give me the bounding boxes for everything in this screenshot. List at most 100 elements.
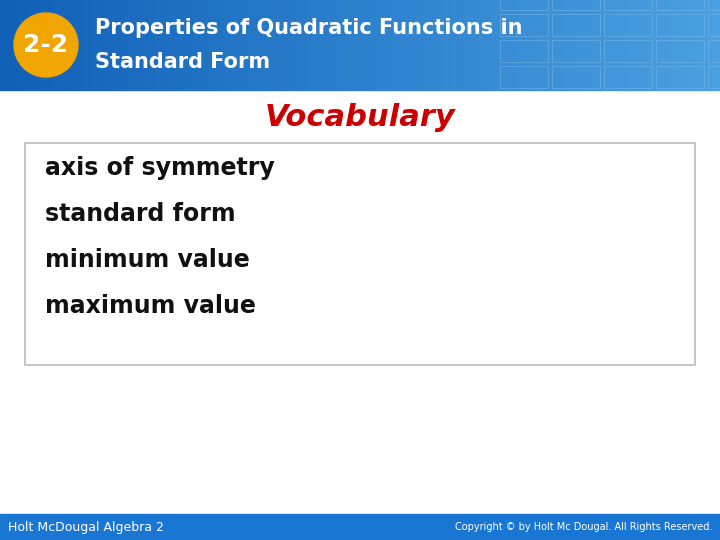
Text: axis of symmetry: axis of symmetry <box>45 156 275 180</box>
Bar <box>617 0 619 90</box>
Bar <box>367 0 369 90</box>
Bar <box>711 0 713 90</box>
Bar <box>513 0 516 90</box>
Bar <box>629 0 631 90</box>
Bar <box>295 0 297 90</box>
Bar <box>194 0 197 90</box>
Bar <box>166 0 168 90</box>
Bar <box>302 0 305 90</box>
Bar <box>171 0 173 90</box>
Bar <box>634 0 636 90</box>
Bar <box>281 0 283 90</box>
Bar <box>221 0 223 90</box>
Bar <box>377 0 379 90</box>
Circle shape <box>14 13 78 77</box>
Bar <box>691 0 693 90</box>
Bar <box>482 0 485 90</box>
Bar <box>533 0 535 90</box>
Bar <box>415 0 418 90</box>
Bar <box>679 0 682 90</box>
Bar <box>89 0 91 90</box>
Bar <box>67 0 70 90</box>
Bar <box>204 0 207 90</box>
Bar <box>653 0 655 90</box>
Bar <box>225 0 228 90</box>
Bar <box>441 0 444 90</box>
Bar <box>500 66 548 88</box>
Bar <box>437 0 439 90</box>
Bar <box>552 0 554 90</box>
Bar <box>297 0 300 90</box>
Bar <box>423 0 425 90</box>
Bar <box>0 514 720 540</box>
Bar <box>250 0 252 90</box>
Bar <box>708 0 711 90</box>
Bar <box>588 0 590 90</box>
Bar <box>660 0 662 90</box>
Bar <box>153 0 156 90</box>
Bar <box>576 0 578 90</box>
Bar <box>387 0 389 90</box>
Bar <box>384 0 387 90</box>
Bar <box>521 0 523 90</box>
Bar <box>538 0 540 90</box>
Bar <box>151 0 153 90</box>
Bar <box>264 0 266 90</box>
Bar <box>675 0 677 90</box>
Bar <box>614 0 617 90</box>
Bar <box>261 0 264 90</box>
Bar <box>656 14 704 36</box>
Bar <box>72 0 74 90</box>
Bar <box>41 0 43 90</box>
Bar <box>355 0 358 90</box>
Bar <box>17 0 19 90</box>
Bar <box>557 0 559 90</box>
Bar <box>336 0 338 90</box>
Bar <box>315 0 317 90</box>
Bar <box>259 0 261 90</box>
Bar <box>490 0 492 90</box>
Bar <box>120 0 122 90</box>
Bar <box>648 0 650 90</box>
Bar <box>211 0 214 90</box>
Bar <box>199 0 202 90</box>
Bar <box>509 0 511 90</box>
Bar <box>266 0 269 90</box>
Bar <box>279 0 281 90</box>
Bar <box>333 0 336 90</box>
Bar <box>485 0 487 90</box>
Bar <box>322 0 324 90</box>
Bar <box>269 0 271 90</box>
Bar <box>305 0 307 90</box>
Bar <box>672 0 675 90</box>
Bar <box>604 0 652 10</box>
Bar <box>135 0 137 90</box>
Bar <box>127 0 130 90</box>
Bar <box>656 40 704 62</box>
Bar <box>502 0 504 90</box>
Bar <box>718 0 720 90</box>
Bar <box>185 0 187 90</box>
Bar <box>218 0 221 90</box>
Bar <box>22 0 24 90</box>
Bar <box>603 0 605 90</box>
Bar <box>626 0 629 90</box>
Bar <box>689 0 691 90</box>
Bar <box>247 0 250 90</box>
Bar <box>130 0 132 90</box>
Bar <box>552 40 600 62</box>
Bar <box>542 0 545 90</box>
Bar <box>360 0 362 90</box>
Bar <box>439 0 441 90</box>
Bar <box>504 0 506 90</box>
Bar <box>655 0 657 90</box>
Bar <box>708 66 720 88</box>
Bar <box>103 0 106 90</box>
Bar <box>77 0 79 90</box>
Bar <box>274 0 276 90</box>
Bar <box>639 0 641 90</box>
Bar <box>290 0 293 90</box>
Bar <box>351 0 353 90</box>
Bar <box>94 0 96 90</box>
Bar <box>461 0 463 90</box>
